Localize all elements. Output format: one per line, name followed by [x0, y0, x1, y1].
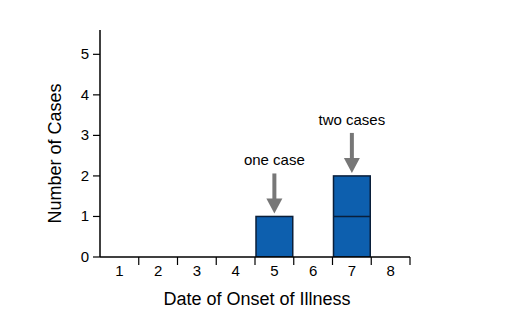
bar: [256, 216, 293, 257]
y-tick-label: 5: [81, 45, 89, 62]
annotation-arrowhead: [266, 198, 282, 213]
y-tick: [93, 135, 100, 136]
annotation-arrow: [350, 133, 354, 160]
bar: [334, 176, 371, 257]
x-tick: [293, 257, 294, 265]
x-tick-label: 6: [309, 262, 317, 279]
x-tick: [138, 257, 139, 265]
x-tick: [371, 257, 372, 265]
x-tick: [254, 257, 255, 265]
y-tick: [93, 256, 100, 257]
y-tick: [93, 54, 100, 55]
x-tick-label: 4: [231, 262, 239, 279]
y-tick-label: 0: [81, 248, 89, 265]
x-tick-label: 3: [193, 262, 201, 279]
x-axis-title: Date of Onset of Illness: [163, 289, 350, 309]
x-tick: [409, 257, 410, 265]
x-tick-label: 8: [386, 262, 394, 279]
y-tick: [93, 216, 100, 217]
x-tick: [177, 257, 178, 265]
annotation-arrow: [272, 173, 276, 200]
x-tick-label: 1: [115, 262, 123, 279]
y-axis-title: Number of Cases: [45, 83, 65, 223]
chart: 0 1 2 3 4 5 1 2 3 4 5 6 7 8 Date of Onset of Illness Nu…: [0, 0, 521, 336]
x-tick-label: 5: [270, 262, 278, 279]
annotation: one case: [244, 151, 305, 168]
y-tick-label: 3: [81, 126, 89, 143]
y-tick-label: 2: [81, 167, 89, 184]
y-tick-label: 1: [81, 207, 89, 224]
y-tick: [93, 175, 100, 176]
x-tick-label: 2: [154, 262, 162, 279]
y-tick: [93, 94, 100, 95]
y-axis: [99, 30, 101, 257]
x-tick: [216, 257, 217, 265]
case-divider: [334, 216, 371, 218]
x-tick: [332, 257, 333, 265]
x-tick-label: 7: [348, 262, 356, 279]
annotation-arrowhead: [344, 158, 360, 173]
y-tick-label: 4: [81, 86, 89, 103]
annotation: two cases: [319, 111, 386, 128]
